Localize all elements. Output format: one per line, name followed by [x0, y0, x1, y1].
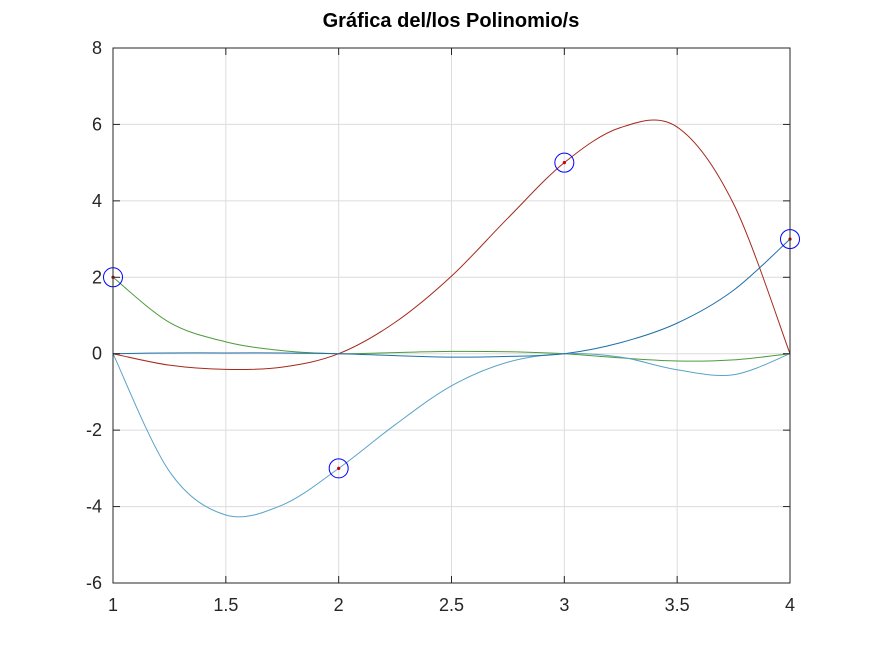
series-line-1: [112, 276, 791, 362]
x-tick-label: 3: [559, 595, 569, 615]
y-tick-label: -2: [86, 420, 102, 440]
series-line-4: [112, 238, 791, 358]
y-tick-label: 4: [92, 191, 102, 211]
y-tick-label: 0: [92, 344, 102, 364]
point-dot-3: [562, 161, 566, 165]
y-tick-label: 6: [92, 114, 102, 134]
chart-title: Gráfica del/los Polinomio/s: [323, 10, 580, 32]
series-line-3: [112, 119, 791, 371]
series-line-2: [112, 353, 791, 518]
y-tick-label: -4: [86, 497, 102, 517]
x-tick-label: 4: [785, 595, 795, 615]
y-tick-label: 8: [92, 38, 102, 58]
y-tick-label: 2: [92, 267, 102, 287]
x-tick-label: 1.5: [213, 595, 238, 615]
ticks: [112, 47, 791, 584]
y-tick-label: -6: [86, 573, 102, 593]
x-tick-label: 2: [334, 595, 344, 615]
tick-labels: 1 1.5 2 2.5 3 3.5 4 -6 -4 -2 0 2 4 6 8: [86, 38, 795, 615]
point-dot-2: [337, 466, 341, 470]
x-tick-label: 1: [108, 595, 118, 615]
point-marker-3: [554, 152, 575, 173]
series-layer: [112, 119, 791, 518]
grid: [112, 47, 791, 584]
point-marker-2: [328, 458, 349, 479]
x-tick-label: 2.5: [439, 595, 464, 615]
x-tick-label: 3.5: [665, 595, 690, 615]
